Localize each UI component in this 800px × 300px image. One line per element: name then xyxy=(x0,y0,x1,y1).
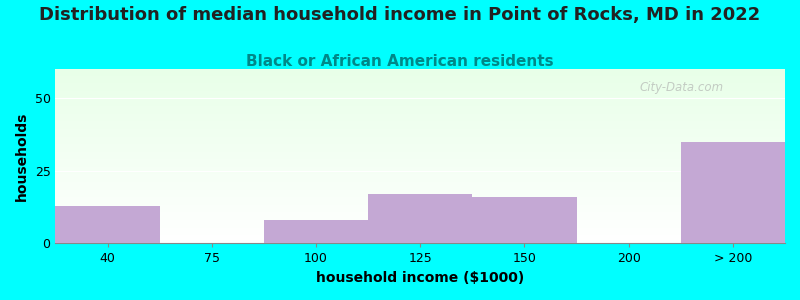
Text: Black or African American residents: Black or African American residents xyxy=(246,54,554,69)
Y-axis label: households: households xyxy=(15,112,29,201)
Text: City-Data.com: City-Data.com xyxy=(639,81,723,94)
Bar xyxy=(264,220,368,243)
X-axis label: household income ($1000): household income ($1000) xyxy=(316,271,524,285)
Text: Distribution of median household income in Point of Rocks, MD in 2022: Distribution of median household income … xyxy=(39,6,761,24)
Bar xyxy=(368,194,472,243)
Bar xyxy=(681,142,785,243)
Bar xyxy=(472,197,577,243)
Bar xyxy=(55,206,160,243)
